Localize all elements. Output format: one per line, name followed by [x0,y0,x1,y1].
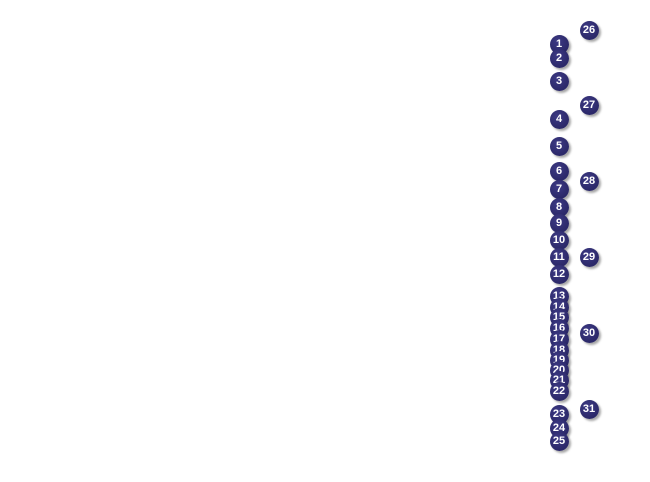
marker-5[interactable]: 5 [549,136,569,156]
marker-31[interactable]: 31 [579,399,599,419]
marker-10[interactable]: 10 [549,230,569,250]
marker-2[interactable]: 2 [549,48,569,68]
marker-22[interactable]: 22 [549,381,569,401]
marker-12[interactable]: 12 [549,264,569,284]
marker-1[interactable]: 1 [549,34,569,54]
marker-29[interactable]: 29 [579,247,599,267]
marker-11[interactable]: 11 [549,247,569,267]
marker-3[interactable]: 3 [549,71,569,91]
marker-26[interactable]: 26 [579,20,599,40]
marker-25[interactable]: 25 [549,431,569,451]
marker-9[interactable]: 9 [549,213,569,233]
marker-6[interactable]: 6 [549,161,569,181]
marker-30[interactable]: 30 [579,323,599,343]
marker-7[interactable]: 7 [549,179,569,199]
marker-4[interactable]: 4 [549,109,569,129]
marker-8[interactable]: 8 [549,197,569,217]
marker-28[interactable]: 28 [579,171,599,191]
marker-23[interactable]: 23 [549,404,569,424]
marker-27[interactable]: 27 [579,95,599,115]
